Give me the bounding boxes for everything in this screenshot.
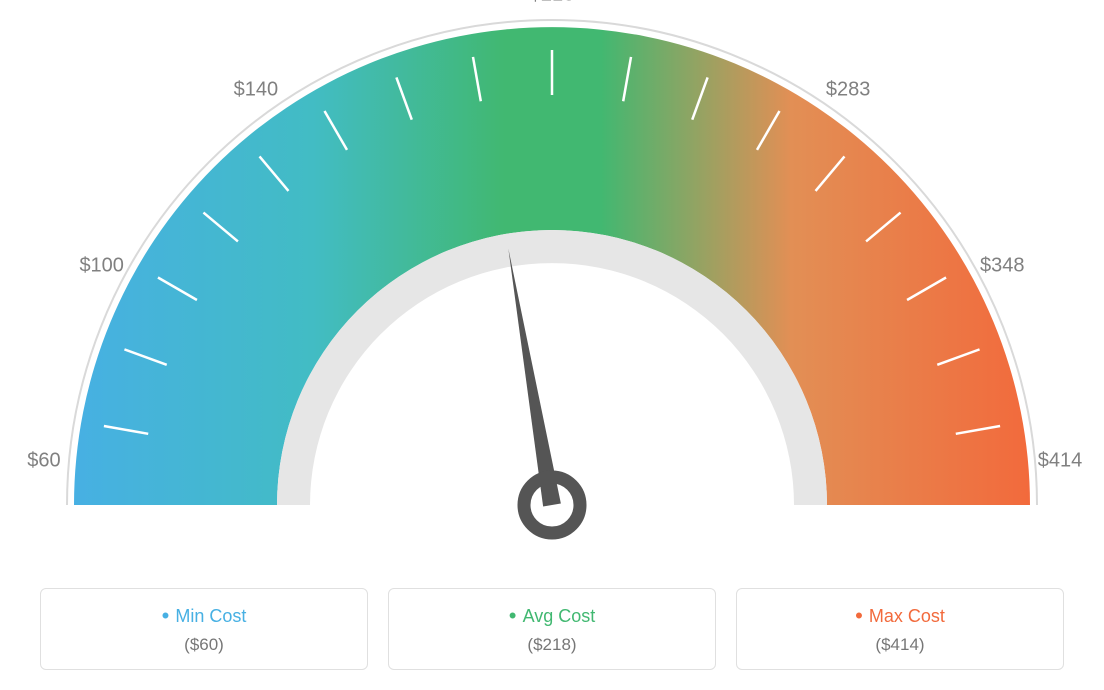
gauge-tick-label: $218 (530, 0, 575, 7)
cost-gauge: $60 $100 $140 $218 $283 $348 $414 (0, 0, 1104, 570)
legend-max-label: Max Cost (855, 603, 945, 629)
legend-min-label: Min Cost (162, 603, 247, 629)
gauge-tick-label: $60 (27, 449, 60, 472)
gauge-svg (0, 0, 1104, 570)
legend-max-value: ($414) (747, 635, 1053, 655)
legend-avg: Avg Cost ($218) (388, 588, 716, 670)
legend-max: Max Cost ($414) (736, 588, 1064, 670)
legend: Min Cost ($60) Avg Cost ($218) Max Cost … (40, 588, 1064, 670)
gauge-tick-label: $283 (826, 78, 871, 101)
legend-min-value: ($60) (51, 635, 357, 655)
legend-avg-value: ($218) (399, 635, 705, 655)
gauge-tick-label: $414 (1038, 449, 1083, 472)
gauge-tick-label: $348 (980, 254, 1025, 277)
gauge-tick-label: $100 (79, 254, 124, 277)
gauge-tick-label: $140 (234, 78, 279, 101)
legend-avg-label: Avg Cost (509, 603, 596, 629)
legend-min: Min Cost ($60) (40, 588, 368, 670)
